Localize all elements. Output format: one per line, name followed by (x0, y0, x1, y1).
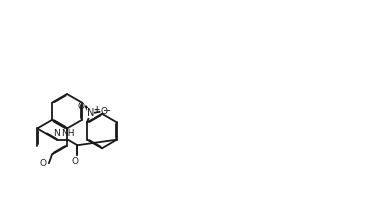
Text: N: N (53, 129, 60, 138)
Text: N: N (87, 108, 94, 118)
Text: O: O (77, 102, 84, 111)
Text: O: O (72, 157, 79, 166)
Text: O: O (39, 159, 46, 168)
Text: +: + (93, 105, 100, 114)
Text: O: O (101, 107, 108, 116)
Text: −: − (103, 106, 111, 116)
Text: NH: NH (62, 129, 75, 138)
